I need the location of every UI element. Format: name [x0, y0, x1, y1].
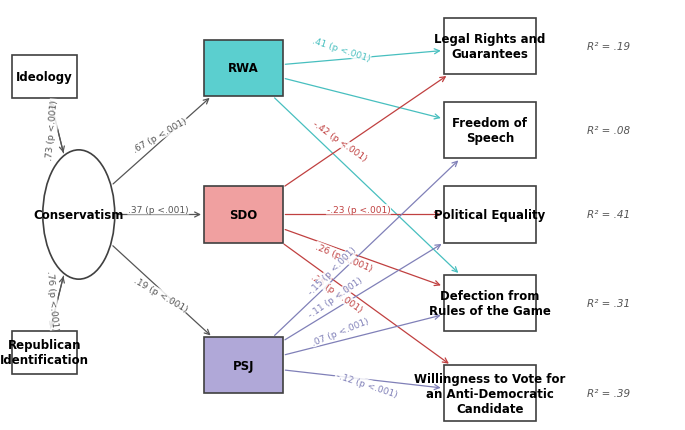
Text: .07 (p <.001): .07 (p <.001)	[310, 316, 370, 347]
Text: .37 (p <.001): .37 (p <.001)	[128, 206, 188, 214]
Text: .19 (p <.001): .19 (p <.001)	[132, 276, 188, 314]
Text: Ideology: Ideology	[16, 71, 73, 84]
Text: -.42 (p <.001): -.42 (p <.001)	[310, 120, 368, 163]
Text: Conservatism: Conservatism	[34, 209, 124, 221]
Text: R² = .41: R² = .41	[587, 210, 630, 220]
Text: -.11 (p <.001): -.11 (p <.001)	[307, 276, 364, 319]
FancyBboxPatch shape	[444, 187, 536, 243]
Text: Willingness to Vote for
an Anti-Democratic
Candidate: Willingness to Vote for an Anti-Democrat…	[414, 372, 565, 415]
Text: SDO: SDO	[229, 209, 258, 221]
FancyBboxPatch shape	[444, 366, 536, 421]
Text: RWA: RWA	[228, 62, 258, 75]
Text: .76 (p <.001): .76 (p <.001)	[45, 269, 60, 330]
FancyBboxPatch shape	[204, 338, 282, 393]
FancyBboxPatch shape	[444, 19, 536, 75]
FancyBboxPatch shape	[204, 187, 282, 243]
Text: Political Equality: Political Equality	[434, 209, 545, 221]
Text: .73 (p <.001): .73 (p <.001)	[45, 100, 60, 161]
Text: Republican
Identification: Republican Identification	[0, 339, 89, 366]
FancyBboxPatch shape	[204, 41, 282, 97]
Text: .41 (p <.001): .41 (p <.001)	[311, 37, 371, 64]
Text: Freedom of
Speech: Freedom of Speech	[452, 117, 527, 145]
Text: -.12 (p <.001): -.12 (p <.001)	[335, 370, 398, 398]
Text: .26 (p <.001): .26 (p <.001)	[314, 242, 373, 273]
Text: R² = .39: R² = .39	[587, 388, 630, 399]
Text: R² = .19: R² = .19	[587, 42, 630, 52]
Text: PSJ: PSJ	[232, 359, 254, 372]
FancyBboxPatch shape	[444, 103, 536, 159]
FancyBboxPatch shape	[12, 56, 77, 99]
Text: .25 (p <.001): .25 (p <.001)	[309, 272, 363, 314]
Text: R² = .08: R² = .08	[587, 126, 630, 136]
Text: .67 (p <.001): .67 (p <.001)	[132, 116, 188, 154]
Text: -.15 (p <.001): -.15 (p <.001)	[307, 245, 358, 297]
Text: Legal Rights and
Guarantees: Legal Rights and Guarantees	[434, 34, 545, 61]
Text: R² = .31: R² = .31	[587, 298, 630, 308]
Ellipse shape	[42, 150, 115, 280]
Text: Defection from
Rules of the Game: Defection from Rules of the Game	[429, 289, 551, 317]
FancyBboxPatch shape	[444, 275, 536, 331]
FancyBboxPatch shape	[12, 331, 77, 374]
Text: -.23 (p <.001): -.23 (p <.001)	[327, 206, 390, 214]
